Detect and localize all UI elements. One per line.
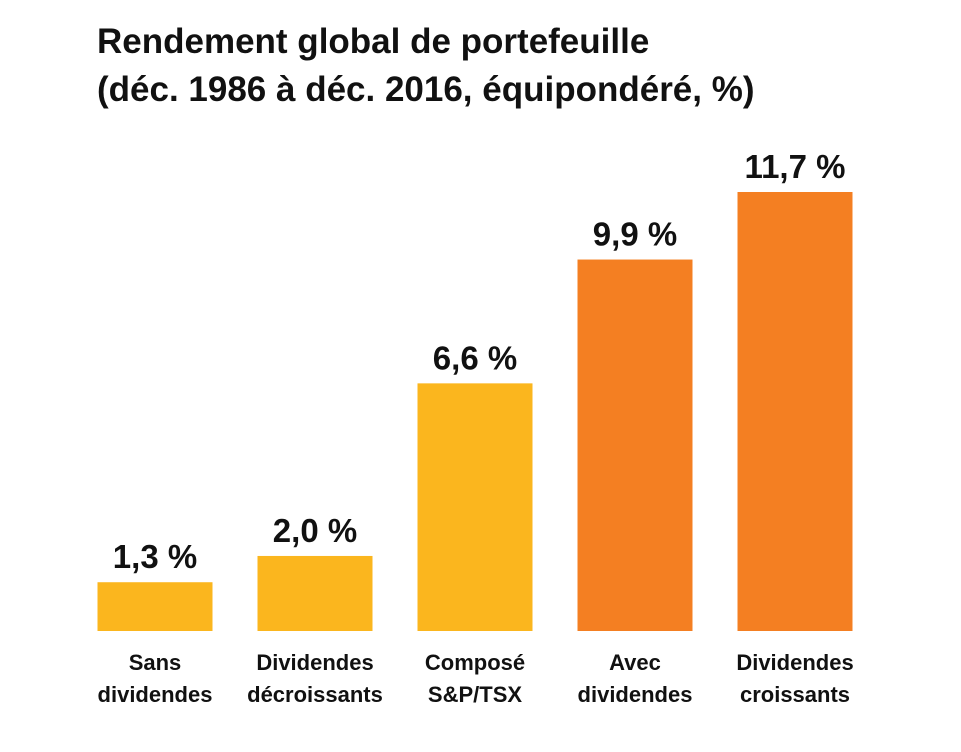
data-label-1: 2,0 %	[273, 512, 357, 549]
chart-title-line-1: Rendement global de portefeuille	[97, 22, 650, 61]
category-label-2-line-0: Composé	[425, 650, 525, 675]
category-label-1-line-0: Dividendes	[256, 650, 373, 675]
category-label-4-line-0: Dividendes	[736, 650, 853, 675]
bar-0	[97, 582, 213, 631]
data-label-4: 11,7 %	[745, 148, 846, 185]
bar-1	[257, 555, 373, 631]
category-label-3-line-1: dividendes	[578, 682, 693, 707]
bar-2	[417, 383, 533, 631]
data-label-0: 1,3 %	[113, 538, 197, 575]
chart-title-line-2: (déc. 1986 à déc. 2016, équipondéré, %)	[97, 70, 755, 109]
category-label-3-line-0: Avec	[609, 650, 661, 675]
bar-4	[737, 192, 853, 631]
bar-3	[577, 259, 693, 631]
category-label-0-line-0: Sans	[129, 650, 182, 675]
category-label-1-line-1: décroissants	[247, 682, 383, 707]
category-label-2-line-1: S&P/TSX	[428, 682, 522, 707]
category-label-0-line-1: dividendes	[98, 682, 213, 707]
data-label-3: 9,9 %	[593, 216, 677, 253]
category-label-4-line-1: croissants	[740, 682, 850, 707]
data-label-2: 6,6 %	[433, 339, 517, 376]
